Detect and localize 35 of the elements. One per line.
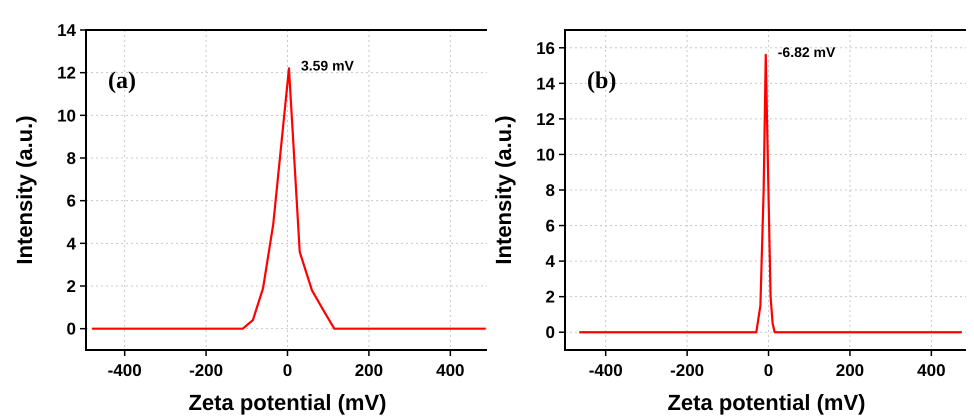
x-tick-label: 200	[836, 361, 864, 380]
y-tick-label: 8	[546, 181, 555, 200]
annotation: (a)	[108, 68, 136, 94]
y-tick-label: 12	[536, 110, 555, 129]
x-axis-title: Zeta potential (mV)	[667, 390, 866, 415]
x-tick-label: 400	[917, 361, 946, 380]
x-axis-title: Zeta potential (mV)	[188, 390, 387, 415]
y-axis-title: Intensity (a.u.)	[491, 115, 516, 265]
y-tick-label: 10	[57, 106, 76, 126]
x-tick-label: 400	[436, 361, 465, 380]
y-tick-label: 10	[536, 145, 555, 164]
y-axis-title: Intensity (a.u.)	[12, 115, 37, 265]
annotation: 3.59 mV	[300, 57, 355, 74]
x-tick-label: 0	[764, 361, 774, 380]
x-tick-label: 0	[282, 361, 292, 380]
y-tick-label: 2	[546, 288, 555, 307]
annotation: -6.82 mV	[778, 44, 836, 60]
x-tick-label: -200	[189, 361, 224, 380]
y-tick-label: 12	[57, 64, 76, 83]
y-tick-label: 6	[66, 192, 76, 211]
y-tick-label: 8	[66, 149, 76, 168]
y-tick-label: 6	[546, 216, 555, 236]
y-tick-label: 14	[536, 74, 556, 94]
y-tick-label: 16	[536, 38, 555, 58]
y-tick-label: 2	[66, 277, 76, 296]
y-tick-label: 0	[66, 320, 76, 339]
x-tick-label: -400	[108, 361, 142, 380]
y-tick-label: 14	[57, 21, 77, 40]
y-tick-label: 4	[546, 252, 556, 272]
y-tick-label: 4	[66, 234, 77, 254]
x-tick-label: -400	[588, 361, 623, 380]
annotation: (b)	[587, 68, 616, 94]
x-tick-label: 200	[354, 361, 384, 380]
x-tick-label: -200	[670, 361, 704, 380]
y-tick-label: 0	[546, 323, 555, 342]
